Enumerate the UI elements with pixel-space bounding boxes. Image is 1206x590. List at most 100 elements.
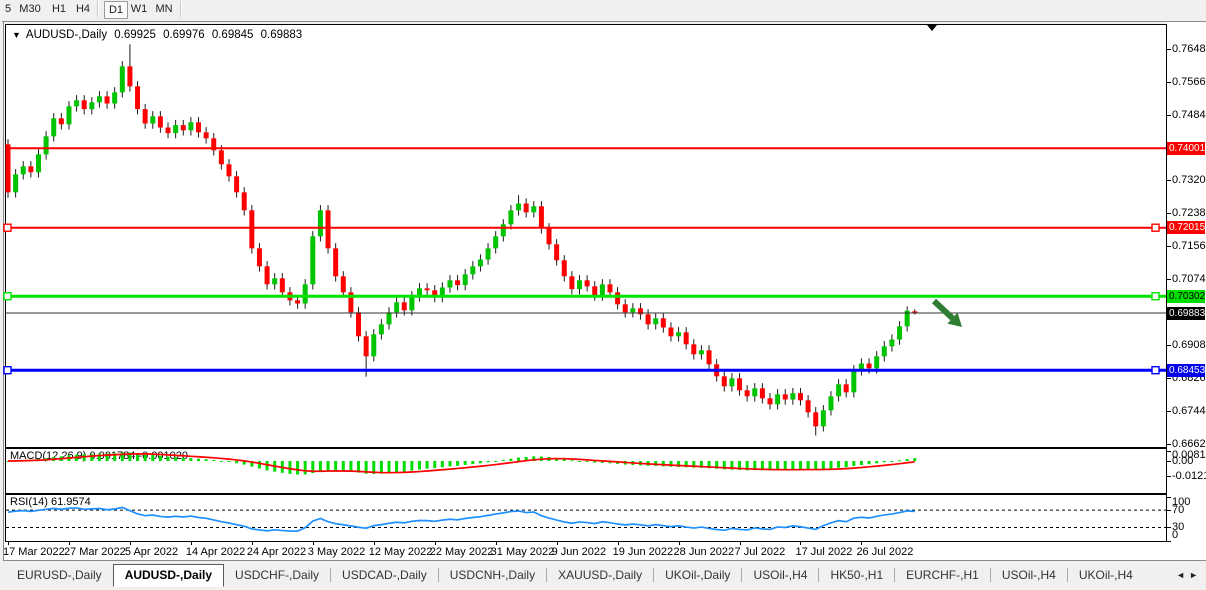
price-tick bbox=[1167, 377, 1171, 379]
rsi-tick bbox=[1167, 527, 1171, 529]
chart-symbol: AUDUSD-,Daily bbox=[25, 29, 108, 41]
tab-eurchf-h1[interactable]: EURCHF-,H1 bbox=[906, 568, 979, 582]
rsi-tick bbox=[1167, 497, 1171, 499]
date-tick bbox=[8, 541, 9, 545]
rsi-panel[interactable] bbox=[5, 494, 1167, 542]
tab-usdchf-daily[interactable]: USDCHF-,Daily bbox=[235, 568, 320, 582]
toolbar-separator bbox=[180, 1, 181, 17]
window-border-top bbox=[2, 21, 1206, 22]
date-tick bbox=[739, 541, 741, 545]
date-tick-label: 17 Jul 2022 bbox=[795, 546, 853, 558]
date-tick-label: 22 May 2022 bbox=[429, 546, 494, 558]
price-chart-panel[interactable] bbox=[5, 24, 1167, 448]
date-tick-label: 24 Apr 2022 bbox=[246, 546, 307, 558]
macd-tick-label: -0.01212 bbox=[1172, 470, 1206, 483]
date-tick bbox=[861, 541, 863, 545]
rsi-tick bbox=[1167, 510, 1171, 512]
quote-high: 0.69976 bbox=[163, 29, 205, 41]
price-level-badge: 0.70302 bbox=[1167, 289, 1206, 303]
date-tick bbox=[251, 541, 253, 545]
date-tick bbox=[495, 541, 497, 545]
tab-ukoil-h4[interactable]: UKOil-,H4 bbox=[1078, 568, 1133, 582]
tab-ukoil-daily[interactable]: UKOil-,Daily bbox=[665, 568, 731, 582]
tab-scroll-buttons: ◄► bbox=[1176, 570, 1202, 580]
tab-eurusd-daily[interactable]: EURUSD-,Daily bbox=[17, 568, 102, 582]
date-tick bbox=[800, 541, 802, 545]
tab-xauusd-daily[interactable]: XAUUSD-,Daily bbox=[558, 568, 643, 582]
current-price-badge: 0.69883 bbox=[1167, 306, 1206, 320]
date-tick bbox=[312, 541, 314, 545]
price-tick bbox=[1167, 49, 1171, 51]
tab-usoil-h4[interactable]: USOil-,H4 bbox=[1001, 568, 1056, 582]
symbol-tab-bar: EURUSD-,Daily AUDUSD-,Daily USDCHF-,Daily U… bbox=[0, 563, 1206, 590]
macd-tick bbox=[1167, 450, 1171, 452]
window-border-left bbox=[3, 21, 4, 561]
date-tick bbox=[190, 541, 192, 545]
rsi-tick-label: 70 bbox=[1172, 504, 1185, 516]
tab-hk50-h1[interactable]: HK50-,H1 bbox=[830, 568, 884, 582]
macd-tick bbox=[1167, 461, 1171, 462]
timeframe-button-h1[interactable]: H1 bbox=[51, 3, 67, 15]
date-tick bbox=[129, 541, 131, 545]
tab-usdcad-daily[interactable]: USDCAD-,Daily bbox=[342, 568, 427, 582]
tab-separator bbox=[818, 568, 820, 582]
macd-label: MACD(12,26,9) 0.001784 -0.001020 bbox=[10, 450, 188, 462]
tab-audusd-daily[interactable]: AUDUSD-,Daily bbox=[112, 564, 225, 587]
tab-usoil-h4[interactable]: USOil-,H4 bbox=[753, 568, 808, 582]
tab-separator bbox=[546, 568, 548, 582]
price-tick bbox=[1167, 180, 1171, 182]
timeframe-button-5[interactable]: 5 bbox=[4, 3, 12, 15]
date-tick-label: 7 Jul 2022 bbox=[734, 546, 786, 558]
date-tick bbox=[617, 541, 619, 545]
timeframe-toolbar: 5 M30 H1 H4 D1 W1 MN bbox=[0, 0, 1206, 19]
price-level-badge: 0.68453 bbox=[1167, 363, 1206, 377]
date-tick-label: 9 Jun 2022 bbox=[551, 546, 607, 558]
timeframe-button-m30[interactable]: M30 bbox=[19, 3, 41, 15]
price-tick bbox=[1167, 114, 1171, 116]
timeframe-button-h4[interactable]: H4 bbox=[75, 3, 91, 15]
date-tick-label: 14 Apr 2022 bbox=[185, 546, 246, 558]
price-tick bbox=[1167, 443, 1171, 445]
tab-separator bbox=[437, 568, 439, 582]
quote-open: 0.69925 bbox=[114, 29, 156, 41]
tab-scroll-right-icon[interactable]: ► bbox=[1189, 570, 1202, 580]
date-axis[interactable] bbox=[4, 541, 1206, 560]
price-level-badge: 0.74001 bbox=[1167, 141, 1206, 155]
date-tick-label: 26 Jul 2022 bbox=[856, 546, 914, 558]
quote-low: 0.69845 bbox=[211, 29, 254, 41]
date-tick bbox=[678, 541, 680, 545]
tab-usdcnh-daily[interactable]: USDCNH-,Daily bbox=[449, 568, 536, 582]
date-tick-label: 17 Mar 2022 bbox=[3, 546, 65, 558]
rsi-tick-label: 100 bbox=[1172, 496, 1191, 508]
price-tick bbox=[1167, 245, 1171, 247]
toolbar-separator bbox=[97, 1, 98, 17]
quote-close: 0.69883 bbox=[260, 29, 303, 41]
date-tick-label: 19 Jun 2022 bbox=[612, 546, 674, 558]
tab-separator bbox=[989, 568, 991, 582]
symbol-marker-icon: ▼ bbox=[12, 30, 21, 40]
price-level-badge: 0.72015 bbox=[1167, 221, 1206, 235]
date-tick bbox=[68, 541, 70, 545]
timeframe-button-w1[interactable]: W1 bbox=[130, 3, 148, 15]
timeframe-button-mn[interactable]: MN bbox=[155, 3, 173, 15]
tab-scroll-left-icon[interactable]: ◄ bbox=[1176, 570, 1190, 580]
date-tick bbox=[434, 541, 436, 545]
date-tick bbox=[373, 541, 375, 545]
price-tick bbox=[1167, 410, 1171, 412]
timeframe-button-d1[interactable]: D1 bbox=[104, 1, 128, 19]
tab-separator bbox=[1066, 568, 1068, 582]
window-border-bottom bbox=[3, 560, 1206, 561]
date-tick-label: 28 Jun 2022 bbox=[673, 546, 735, 558]
price-tick bbox=[1167, 213, 1171, 215]
date-tick bbox=[556, 541, 558, 545]
rsi-tick bbox=[1167, 540, 1171, 542]
tab-separator bbox=[330, 568, 332, 582]
rsi-tick-label: 30 bbox=[1172, 521, 1185, 533]
